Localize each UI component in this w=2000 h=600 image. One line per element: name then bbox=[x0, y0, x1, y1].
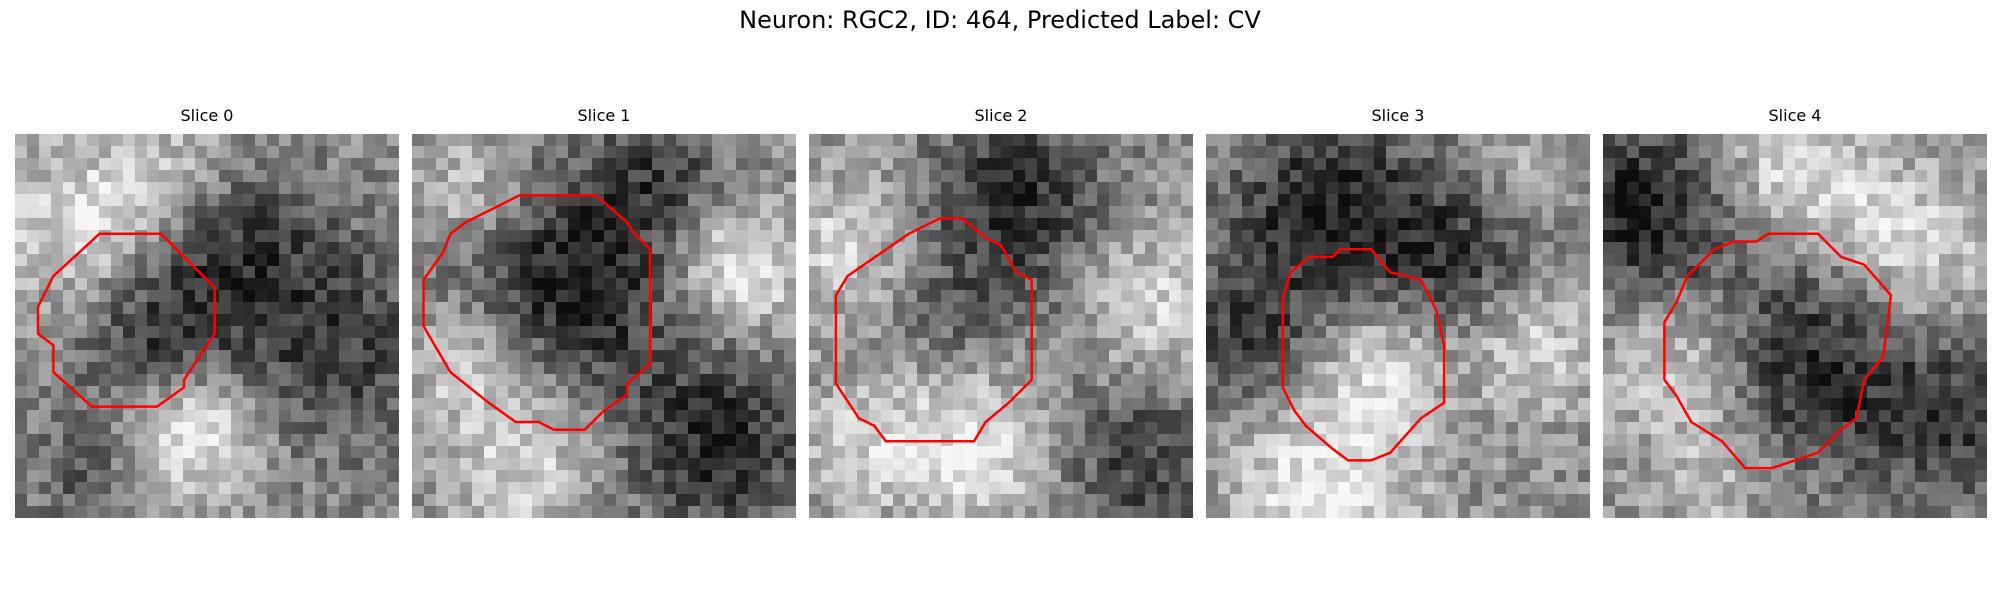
slice-title-3: Slice 3 bbox=[1371, 106, 1425, 125]
slice-panel-2: Slice 2 bbox=[809, 106, 1193, 520]
slice-title-4: Slice 4 bbox=[1768, 106, 1822, 125]
slice-pixels bbox=[1206, 134, 1590, 518]
slice-panel-1: Slice 1 bbox=[412, 106, 796, 520]
slice-pixels bbox=[1603, 134, 1987, 518]
figure-title: Neuron: RGC2, ID: 464, Predicted Label: … bbox=[739, 6, 1261, 34]
slice-title-0: Slice 0 bbox=[180, 106, 234, 125]
neuron-contour-outline bbox=[834, 217, 1033, 443]
slice-image-0 bbox=[15, 134, 399, 518]
slice-image-4 bbox=[1603, 134, 1987, 518]
neuron-contour-outline bbox=[422, 194, 652, 431]
slice-image-2 bbox=[809, 134, 1193, 518]
slice-panel-0: Slice 0 bbox=[15, 106, 399, 520]
slice-panel-3: Slice 3 bbox=[1206, 106, 1590, 520]
slice-title-1: Slice 1 bbox=[577, 106, 631, 125]
slice-pixels bbox=[412, 134, 796, 518]
slice-pixels bbox=[809, 134, 1193, 518]
slice-panel-4: Slice 4 bbox=[1603, 106, 1987, 520]
slice-pixels bbox=[15, 134, 399, 518]
neuron-contour-outline bbox=[36, 232, 216, 408]
slice-title-2: Slice 2 bbox=[974, 106, 1028, 125]
neuron-contour-outline bbox=[1281, 247, 1446, 462]
neuron-contour-outline bbox=[1663, 232, 1893, 470]
slice-image-3 bbox=[1206, 134, 1590, 518]
slice-image-1 bbox=[412, 134, 796, 518]
